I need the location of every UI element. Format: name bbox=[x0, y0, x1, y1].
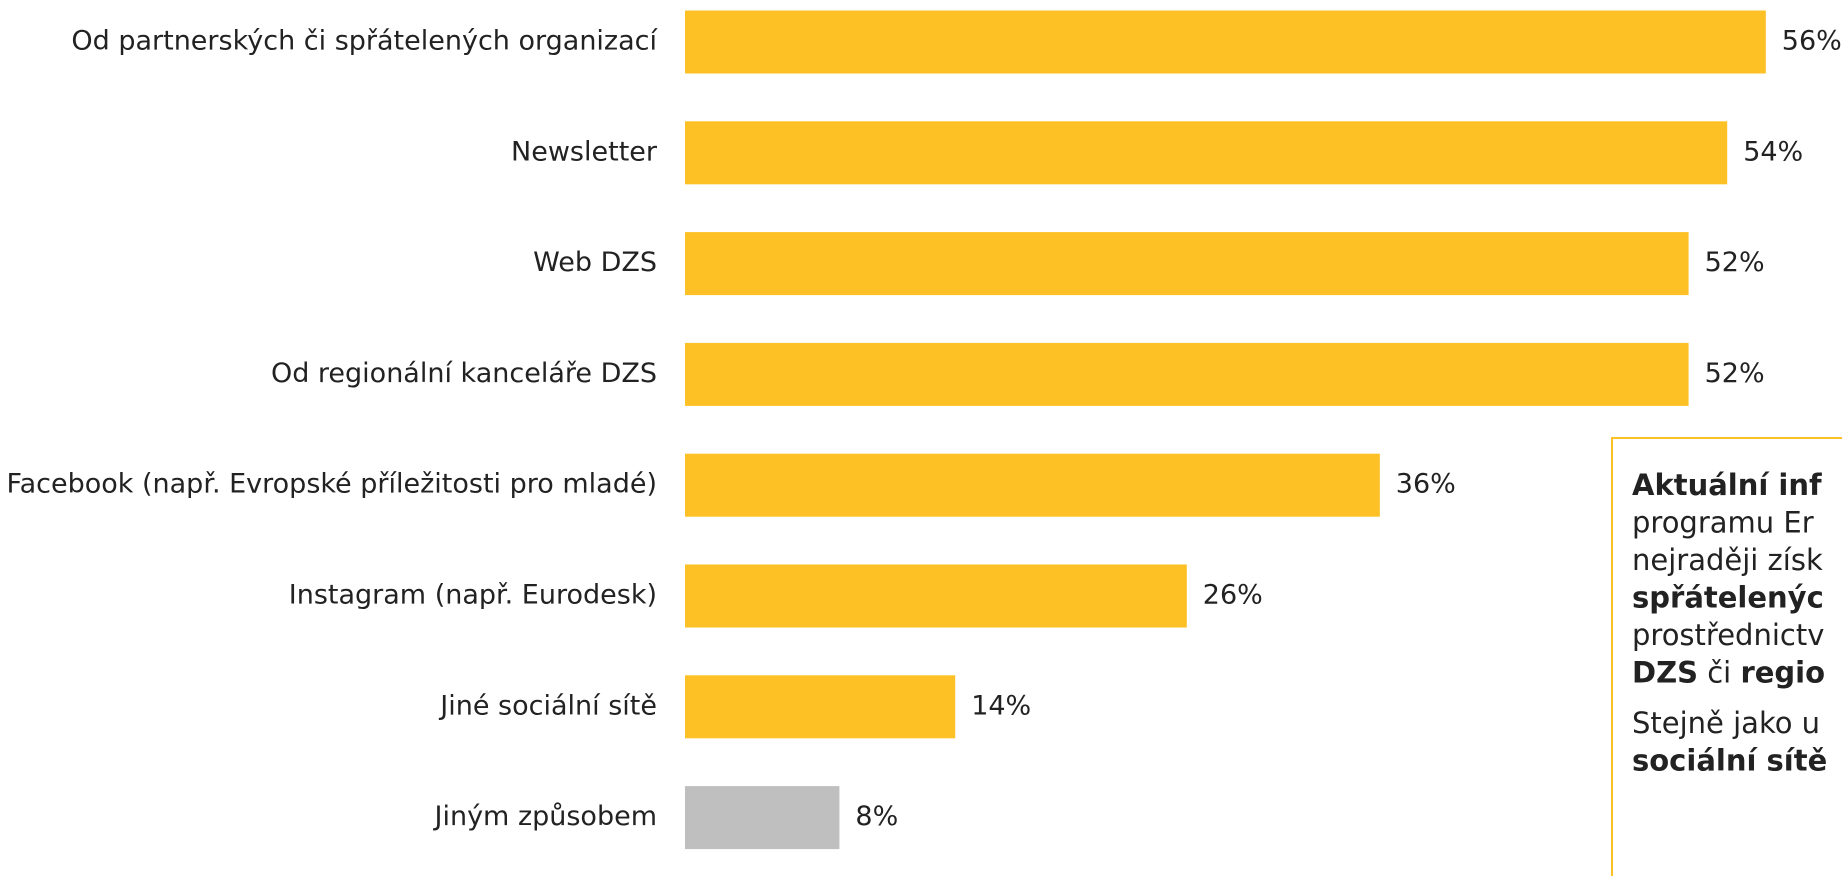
category-label: Jiné sociální sítě bbox=[438, 690, 657, 721]
bar bbox=[685, 453, 1380, 517]
note-text: DZS bbox=[1632, 656, 1698, 690]
bar bbox=[685, 675, 956, 739]
bar bbox=[685, 10, 1766, 74]
note-text: prostřednictv bbox=[1632, 618, 1824, 652]
category-label: Od partnerských či spřátelených organiza… bbox=[71, 26, 658, 57]
value-label: 52% bbox=[1705, 247, 1765, 278]
note-text: sociální sítě bbox=[1632, 744, 1827, 778]
note-box bbox=[1611, 437, 1842, 876]
bar bbox=[685, 564, 1187, 628]
value-label: 56% bbox=[1782, 26, 1842, 57]
category-label: Jiným způsobem bbox=[433, 801, 658, 832]
bar bbox=[685, 232, 1689, 296]
category-label: Newsletter bbox=[511, 136, 658, 167]
category-label: Od regionální kanceláře DZS bbox=[271, 358, 657, 389]
bar bbox=[685, 786, 840, 850]
value-label: 54% bbox=[1743, 136, 1803, 167]
note-text: programu Er bbox=[1632, 506, 1814, 540]
value-label: 26% bbox=[1203, 580, 1263, 611]
bar bbox=[685, 121, 1728, 185]
bar bbox=[685, 342, 1689, 406]
note-line: prostřednictv bbox=[1632, 618, 1824, 652]
note-text: spřátelenýc bbox=[1632, 581, 1824, 615]
note-line: programu Er bbox=[1632, 506, 1814, 540]
note-line: sociální sítě bbox=[1632, 744, 1827, 778]
value-label: 14% bbox=[971, 690, 1031, 721]
value-label: 36% bbox=[1396, 469, 1456, 500]
note-text: Aktuální inf bbox=[1632, 468, 1822, 502]
note-line: nejraději získ bbox=[1632, 543, 1823, 577]
note-text: či bbox=[1698, 656, 1740, 690]
note-line: spřátelenýc bbox=[1632, 581, 1824, 615]
note-line: Aktuální inf bbox=[1632, 468, 1822, 502]
category-label: Web DZS bbox=[533, 247, 657, 278]
category-label: Facebook (např. Evropské příležitosti pr… bbox=[7, 469, 657, 500]
note-text: regio bbox=[1740, 656, 1825, 690]
note-line: DZS či regio bbox=[1632, 656, 1825, 690]
note-text: Stejně jako u bbox=[1632, 706, 1820, 740]
note-text: nejraději získ bbox=[1632, 543, 1823, 577]
note-line: Stejně jako u bbox=[1632, 706, 1820, 740]
value-label: 8% bbox=[855, 801, 898, 832]
value-label: 52% bbox=[1705, 358, 1765, 389]
category-label: Instagram (např. Eurodesk) bbox=[289, 580, 657, 611]
